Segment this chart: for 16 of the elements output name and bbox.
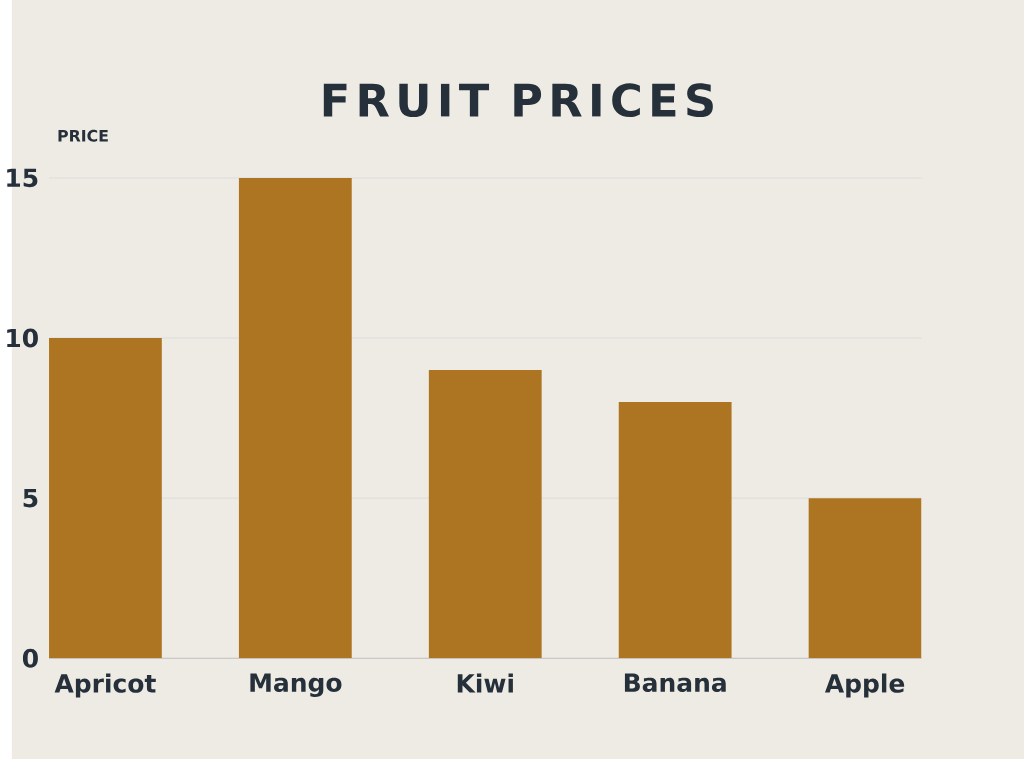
bar [49,337,162,659]
x-tick-label: Kiwi [457,673,513,693]
y-axis-title: PRICE [58,129,108,142]
bar [428,370,542,659]
bar [618,402,732,659]
y-tick-label: 5 [23,488,38,508]
y-tick-label: 0 [22,648,38,668]
x-tick-label: Mango [250,673,342,697]
chart-title: FRUIT PRICES [323,83,713,117]
x-tick-label: Apricot [54,673,156,698]
x-tick-label: Apple [824,673,905,698]
bar [808,498,922,659]
y-tick-label: 15 [7,168,38,188]
bar [238,177,352,659]
x-tick-label: Banana [624,673,726,692]
y-tick-label: 10 [7,328,38,348]
